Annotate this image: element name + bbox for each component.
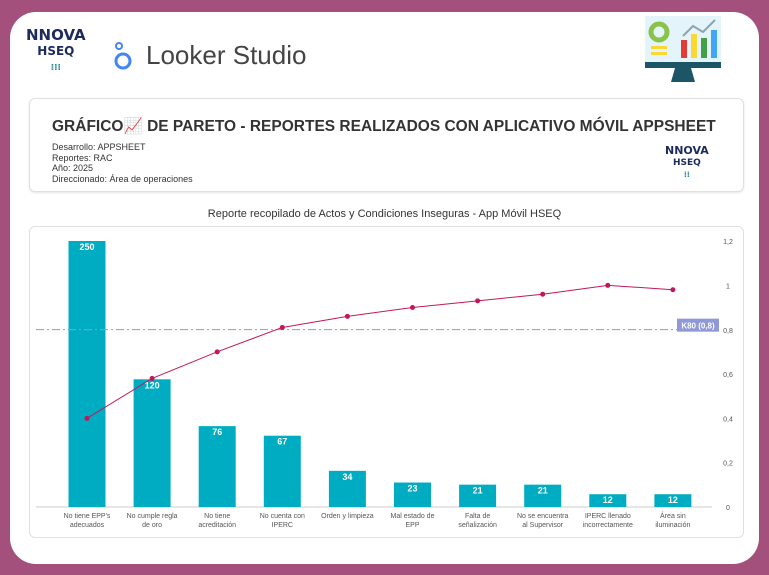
looker-icon bbox=[114, 41, 132, 69]
meta-reportes: Reportes: RAC bbox=[52, 152, 113, 163]
bar-value-label: 21 bbox=[538, 486, 548, 496]
product-name: Looker Studio bbox=[146, 40, 307, 70]
looker-studio-brand: Looker Studio bbox=[112, 40, 306, 71]
bar-value-label: 34 bbox=[342, 472, 352, 482]
meta-desarrollo: Desarrollo: APPSHEET bbox=[52, 142, 146, 152]
category-label: EPP bbox=[405, 522, 419, 529]
dashboard-monitor-icon bbox=[645, 16, 721, 82]
cumulative-point bbox=[540, 291, 546, 297]
cumulative-point bbox=[149, 375, 155, 381]
category-label: No se encuentra bbox=[517, 513, 568, 520]
cumulative-point bbox=[605, 282, 611, 288]
cumulative-line bbox=[86, 284, 673, 419]
category-label: Falta de bbox=[465, 513, 490, 520]
right-tick-label: 1,2 bbox=[723, 239, 733, 246]
bar bbox=[589, 494, 627, 507]
category-label: Área sin bbox=[660, 511, 686, 520]
report-title: GRÁFICO📈 DE PARETO - REPORTES REALIZADOS… bbox=[52, 118, 716, 135]
category-label: adecuados bbox=[70, 522, 105, 529]
category-label: Mal estado de bbox=[391, 513, 435, 520]
cumulative-point bbox=[84, 415, 90, 421]
bar bbox=[394, 482, 431, 507]
cumulative-point bbox=[279, 324, 285, 330]
category-label: No tiene EPP's bbox=[64, 513, 111, 520]
right-tick-label: 1 bbox=[726, 284, 730, 291]
bar-value-label: 67 bbox=[277, 437, 287, 447]
category-label: iluminación bbox=[655, 522, 690, 529]
right-tick-label: 0,4 bbox=[723, 416, 733, 423]
category-label: de oro bbox=[142, 522, 162, 529]
cumulative-point bbox=[410, 305, 415, 310]
nnova-logo: NNOVA HSEQ ⁞⁞⁞ bbox=[26, 26, 86, 73]
reference-label: K80 (0,8) bbox=[681, 322, 715, 331]
chart-title: Reporte recopilado de Actos y Condicione… bbox=[207, 208, 562, 220]
bar-value-label: 120 bbox=[145, 380, 160, 390]
meta-direccionado: Direccionado: Área de operaciones bbox=[52, 173, 193, 184]
chart-card bbox=[29, 226, 744, 538]
bar-value-label: 76 bbox=[212, 427, 222, 437]
category-label: IPERC llenado bbox=[585, 513, 631, 520]
meta-anio: Año: 2025 bbox=[52, 163, 94, 173]
bar-value-label: 21 bbox=[473, 486, 483, 496]
bar bbox=[68, 241, 106, 507]
bar bbox=[263, 435, 301, 507]
bar bbox=[524, 484, 562, 507]
reference-label-bg bbox=[677, 318, 719, 332]
nnova-logo-small: NNOVA HSEQ ⁞⁞ bbox=[665, 144, 709, 179]
bar-value-label: 12 bbox=[668, 495, 678, 505]
bar-value-label: 12 bbox=[603, 495, 613, 505]
category-label: al Supervisor bbox=[522, 522, 564, 529]
cumulative-point bbox=[475, 298, 481, 304]
right-tick-label: 0,8 bbox=[723, 328, 733, 335]
report-meta: Desarrollo: APPSHEET Reportes: RAC Año: … bbox=[52, 142, 193, 184]
bar bbox=[328, 470, 366, 507]
category-label: incorrectamente bbox=[583, 522, 633, 529]
category-label: No cumple regla bbox=[127, 513, 178, 520]
bar-value-label: 23 bbox=[407, 484, 417, 494]
bar bbox=[654, 494, 692, 507]
bar-value-label: 250 bbox=[79, 242, 94, 252]
cumulative-point bbox=[214, 349, 220, 355]
category-label: acreditación bbox=[198, 522, 236, 529]
bar bbox=[133, 379, 171, 507]
category-label: Orden y limpieza bbox=[321, 513, 374, 520]
category-label: señalización bbox=[458, 522, 497, 529]
category-label: IPERC bbox=[272, 522, 293, 529]
bar bbox=[459, 484, 497, 507]
report-header: GRÁFICO📈 DE PARETO - REPORTES REALIZADOS… bbox=[29, 98, 744, 192]
bar bbox=[198, 426, 236, 507]
right-tick-label: 0,6 bbox=[723, 372, 733, 379]
cumulative-point bbox=[670, 287, 676, 293]
category-label: No cuenta con bbox=[260, 513, 305, 520]
category-label: No tiene bbox=[204, 513, 230, 520]
cumulative-point bbox=[344, 313, 350, 319]
right-tick-label: 0 bbox=[726, 505, 730, 512]
right-tick-label: 0,2 bbox=[723, 461, 733, 468]
